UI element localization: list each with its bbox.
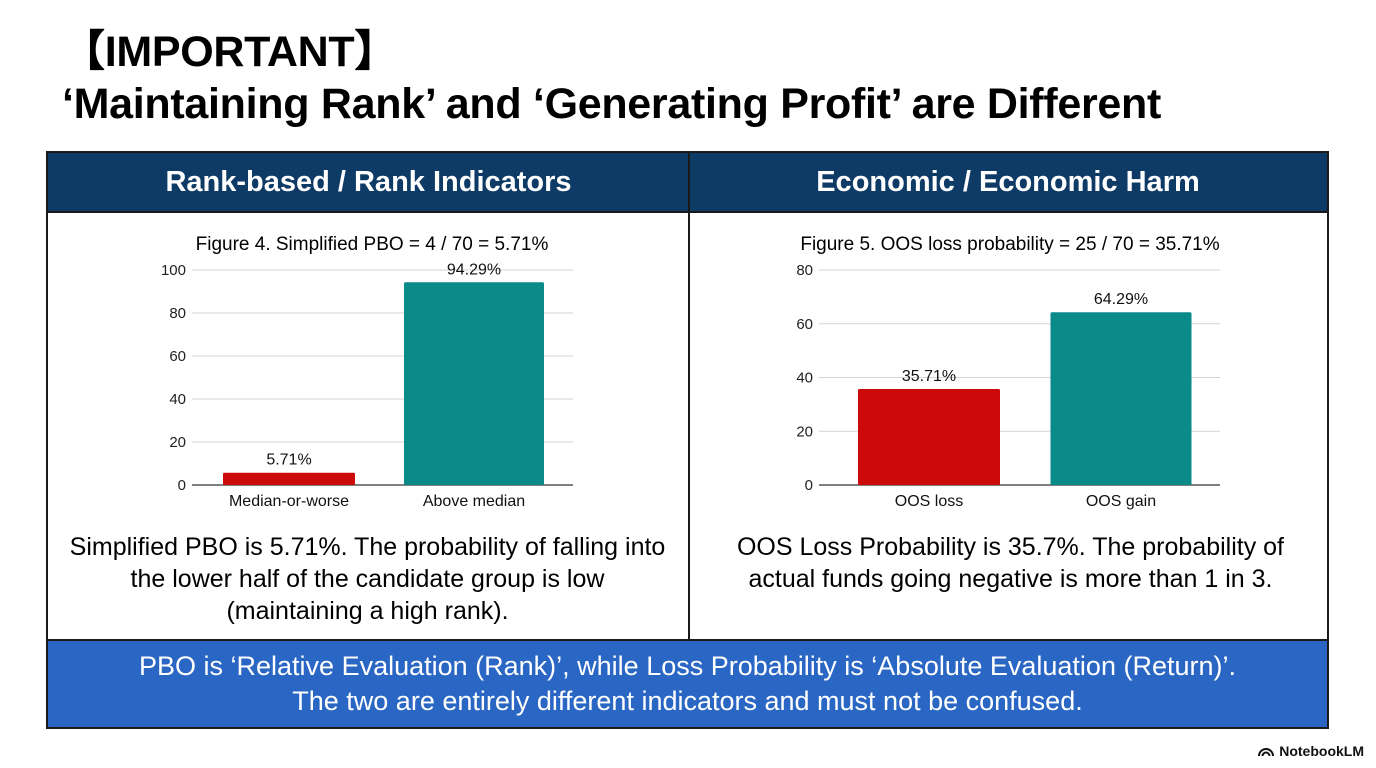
footer-line-2: The two are entirely different indicator… [292,686,1083,716]
x-category-label: OOS loss [895,493,963,510]
chart-figure-5: Figure 5. OOS loss probability = 25 / 70… [760,225,1280,515]
notebooklm-logo-icon [1258,748,1275,757]
y-tick-label: 20 [796,423,813,440]
slide-title-line-2: ‘Maintaining Rank’ and ‘Generating Profi… [62,80,1161,128]
slide-title-line-1: 【IMPORTANT】 [62,28,398,76]
data-label: 64.29% [1094,291,1148,308]
y-tick-label: 80 [169,305,186,322]
left-description: Simplified PBO is 5.71%. The probability… [69,533,666,625]
left-column-header: Rank-based / Rank Indicators [48,153,689,213]
right-column-header: Economic / Economic Harm [689,153,1327,213]
column-divider [688,153,690,639]
footer-line-1: PBO is ‘Relative Evaluation (Rank)’, whi… [139,651,1236,681]
y-tick-label: 20 [169,434,186,451]
brand-label: NotebookLM [1279,743,1364,759]
y-tick-label: 40 [169,391,186,408]
chart-figure-5-svg: Figure 5. OOS loss probability = 25 / 70… [796,234,1220,510]
chart-figure-4: Figure 4. Simplified PBO = 4 / 70 = 5.71… [148,225,588,515]
y-tick-label: 0 [178,477,186,494]
data-label: 35.71% [902,368,956,385]
x-category-label: OOS gain [1086,493,1156,510]
right-description: OOS Loss Probability is 35.7%. The proba… [736,533,1285,593]
footer-banner: PBO is ‘Relative Evaluation (Rank)’, whi… [48,639,1327,727]
y-tick-label: 40 [796,370,813,387]
data-label: 94.29% [447,261,501,278]
y-tick-label: 80 [796,262,813,279]
chart-figure-4-svg: Figure 4. Simplified PBO = 4 / 70 = 5.71… [161,234,573,510]
y-tick-label: 0 [805,477,813,494]
y-tick-label: 100 [161,262,186,279]
slide-title: 【IMPORTANT】 ‘Maintaining Rank’ and ‘Gene… [62,26,1161,130]
y-tick-label: 60 [796,316,813,333]
bar-above-median [404,282,544,485]
data-label: 5.71% [266,452,311,469]
brand-watermark: NotebookLM [1258,743,1364,759]
x-category-label: Above median [423,493,525,510]
x-category-label: Median-or-worse [229,493,349,510]
bar-oos-gain [1050,312,1192,485]
comparison-panel: Rank-based / Rank Indicators Economic / … [46,151,1329,729]
chart-title: Figure 5. OOS loss probability = 25 / 70… [800,234,1219,255]
chart-title: Figure 4. Simplified PBO = 4 / 70 = 5.71… [196,234,549,255]
bar-median-or-worse [223,472,355,485]
y-tick-label: 60 [169,348,186,365]
bar-oos-loss [858,389,1000,485]
